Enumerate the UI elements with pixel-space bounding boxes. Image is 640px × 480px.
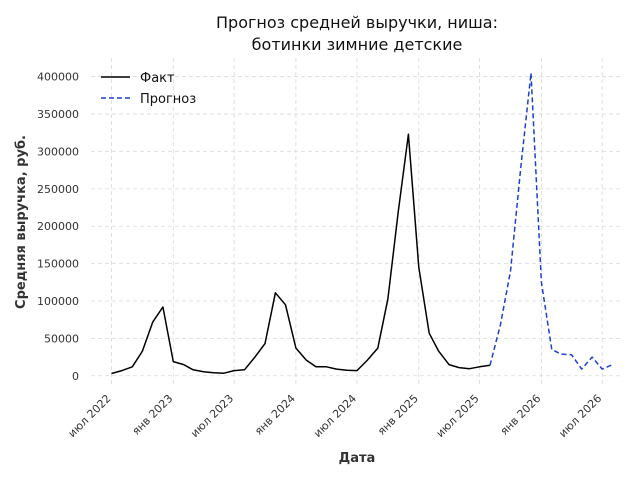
grid: [91, 58, 623, 387]
chart-title-line-1: Прогноз средней выручки, ниша:: [216, 13, 498, 32]
y-tick-label: 300000: [37, 145, 79, 158]
y-tick-label: 200000: [37, 220, 79, 233]
y-tick-label: 100000: [37, 295, 79, 308]
legend-label-fact: Факт: [140, 71, 175, 86]
series-line-fact: [111, 133, 491, 375]
series-line-forecast: [489, 72, 613, 370]
y-tick-label: 50000: [44, 332, 79, 345]
y-axis-ticks: 0 50000 100000 150000 200000 250000 300000 3500…: [37, 71, 79, 383]
y-tick-label: 400000: [37, 71, 79, 84]
chart-title-line-2: ботинки зимние детские: [252, 35, 463, 54]
legend-label-forecast: Прогноз: [140, 92, 196, 107]
y-axis-label: Средняя выручка, руб.: [14, 135, 29, 309]
legend: Факт Прогноз: [101, 71, 196, 107]
y-tick-label: 0: [72, 370, 79, 383]
y-tick-label: 250000: [37, 183, 79, 196]
series-layer: [111, 72, 613, 375]
x-axis-label: Дата: [339, 451, 376, 466]
y-tick-label: 350000: [37, 108, 79, 121]
y-tick-label: 150000: [37, 258, 79, 271]
